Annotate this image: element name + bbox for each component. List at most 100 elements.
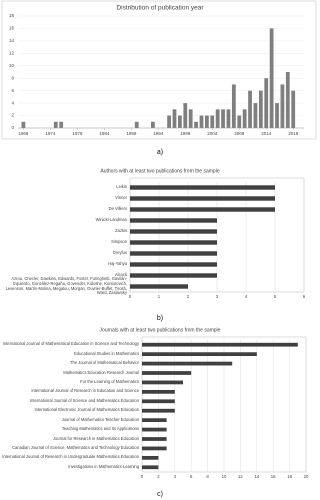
chart-frame [1, 0, 317, 140]
y-tick-label: Vinner [115, 195, 127, 201]
y-tick-label: Alcock [114, 272, 127, 278]
bar [142, 352, 257, 357]
category-label-box: Azrou, Checler, Dawkins, Edwards, Foster… [6, 276, 127, 296]
y-tick-label: 0 [11, 125, 14, 130]
y-tick-label: Winicki-Landman [95, 217, 127, 223]
x-tick-label: 6 [303, 294, 306, 299]
x-tick-label: 1989 [126, 131, 137, 136]
bar [130, 229, 217, 234]
category-label-box: Alcock [114, 272, 127, 278]
bar [142, 446, 167, 451]
category-label-box: Vinner [115, 195, 127, 201]
caption: c) [157, 491, 163, 498]
bar [142, 465, 159, 470]
x-tick-label: 14 [254, 474, 259, 479]
category-label-box: De Villiers [108, 206, 127, 212]
chart-title: Authors with at least two publications f… [100, 168, 219, 174]
category-label-box: Haj-Yahya [108, 261, 127, 267]
x-tick-label: 8 [206, 474, 209, 479]
x-tick-label: 12 [238, 474, 243, 479]
x-tick-label: 4 [174, 474, 177, 479]
y-tick-label: De Villiers [108, 206, 127, 212]
category-label-box: Leikin [116, 184, 127, 189]
bar [21, 121, 26, 128]
bar [258, 90, 263, 128]
category-label-box: Dreyfus [112, 250, 127, 256]
bar [210, 115, 215, 128]
bar [130, 262, 217, 267]
x-tick-label: 0 [129, 294, 132, 299]
y-tick-label: 4 [11, 100, 14, 105]
y-tick-label: Dreyfus [112, 250, 127, 256]
bar [142, 380, 183, 385]
x-tick-label: 16 [271, 474, 276, 479]
y-tick-label: International Journal of Mathematical Ed… [2, 341, 139, 347]
bar [53, 121, 58, 128]
x-tick-label: 2004 [207, 131, 218, 136]
x-tick-label: 1974 [45, 131, 56, 136]
bar [269, 28, 274, 129]
x-tick-label: 2019 [288, 131, 299, 136]
y-tick-label: Investigations in Mathematics Learning [68, 463, 139, 469]
category-label-box: Canadian Journal of Science, Mathematics… [12, 444, 139, 450]
x-tick-label: 3 [216, 294, 219, 299]
bar [275, 103, 279, 128]
y-tick-label: Haj-Yahya [108, 261, 127, 267]
category-label-box: International Journal of Research in Edu… [31, 388, 139, 393]
x-tick-label: 2 [157, 474, 160, 479]
bar [188, 109, 193, 128]
bar [172, 109, 177, 128]
bar [59, 121, 64, 128]
bar [142, 342, 298, 347]
y-tick-label: 10 [9, 63, 15, 68]
bar [231, 84, 236, 128]
y-tick-label: Simpson [111, 239, 127, 245]
y-tick-label: Mathematics Education Research Journal [63, 369, 139, 375]
x-tick-label: 18 [287, 474, 292, 479]
y-tick-label: Zazkis [115, 228, 127, 234]
bar [264, 78, 269, 128]
y-tick-label: Educational Studies in Mathematics [74, 350, 139, 356]
bar [215, 109, 220, 128]
category-label-box: Simpson [111, 239, 127, 245]
x-tick-label: 2014 [261, 131, 272, 136]
bar [221, 109, 225, 128]
bar [285, 72, 290, 128]
y-tick-label: Canadian Journal of Science, Mathematics… [12, 444, 139, 450]
bar [130, 218, 217, 223]
bar [237, 115, 242, 128]
category-label-box: Investigations in Mathematics Learning [68, 463, 139, 469]
category-label-box: Mathematics Education Research Journal [63, 369, 139, 375]
x-tick-label: 0 [141, 474, 144, 479]
y-tick-label: International Electronic Journal of Math… [34, 407, 139, 413]
y-tick-label: 8 [11, 75, 14, 80]
category-label-box: Winicki-Landman [95, 217, 127, 223]
bar [142, 399, 175, 404]
y-tick-label: 16 [9, 26, 15, 31]
bar [142, 437, 167, 441]
bar [130, 240, 217, 245]
category-label-box: Journal for Research in Mathematics Educ… [53, 436, 139, 441]
category-label-box: International Journal of Mathematical Ed… [2, 341, 139, 347]
y-tick-label: 14 [9, 38, 15, 43]
bar [130, 251, 217, 256]
bar [130, 185, 275, 190]
x-tick-label: 2009 [234, 131, 245, 136]
bar [142, 371, 192, 375]
category-label-box: The Journal of Mathematical Behavior [70, 360, 139, 365]
bar [280, 84, 285, 128]
caption: b) [157, 315, 163, 322]
x-tick-label: 20 [304, 474, 309, 479]
y-tick-label: International Journal of Research in Und… [2, 454, 139, 460]
y-tick-label: 18 [9, 13, 15, 18]
bar [134, 121, 139, 128]
bar [226, 109, 231, 128]
bar [199, 115, 204, 128]
chart-title: Journals with at least two publications … [100, 327, 221, 333]
category-label-box: For the Learning of Mathematics [80, 379, 139, 384]
bar [142, 427, 167, 432]
category-label-box: International Journal of Science and Mat… [30, 398, 139, 403]
category-label-box: Educational Studies in Mathematics [74, 350, 139, 356]
category-label-box: International Electronic Journal of Math… [34, 407, 139, 413]
chart-title: Distribution of publication year [116, 5, 204, 12]
